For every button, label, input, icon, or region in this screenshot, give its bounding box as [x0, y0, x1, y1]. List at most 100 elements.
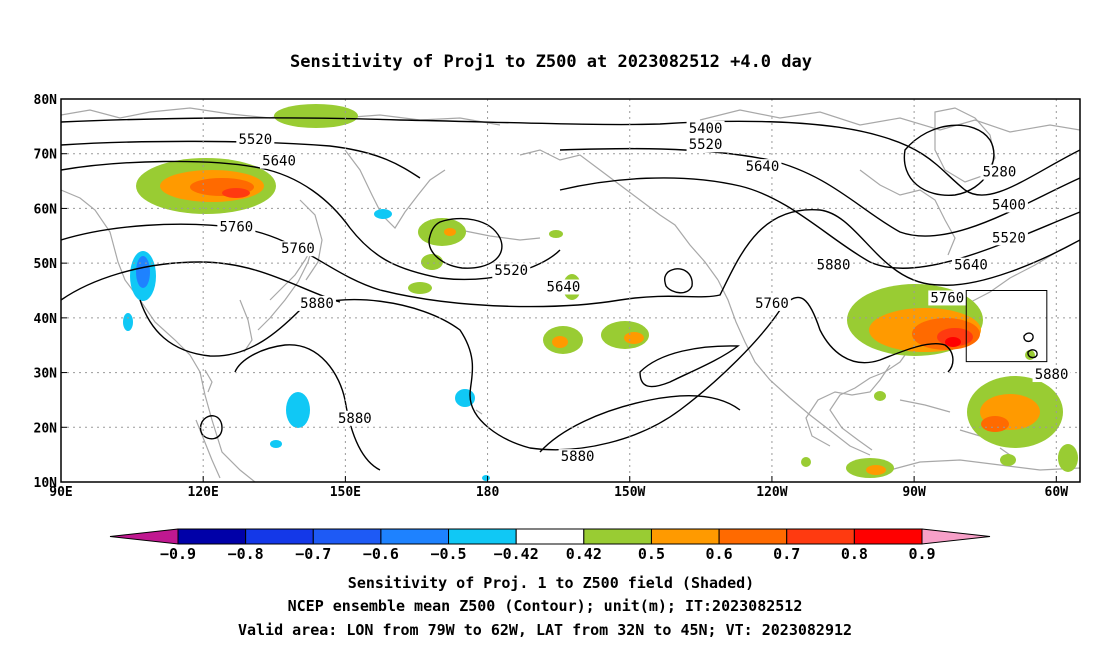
lat-tick-label-7: 10N — [34, 476, 58, 491]
contour-label-bg-15 — [752, 295, 791, 311]
colorbar-label-7: 0.5 — [638, 545, 665, 563]
colorbar-bin-7 — [650, 528, 720, 545]
contour-label-17: 5880 — [1035, 367, 1069, 383]
colorbar-bin-3 — [380, 528, 450, 545]
coastline-alaska — [519, 149, 719, 281]
contour-closed-low-bering — [428, 217, 503, 269]
colorbar-bin-1 — [245, 528, 314, 545]
lat-tick-label-2: 60N — [34, 202, 58, 217]
contour-label-bg-4 — [743, 159, 782, 175]
contour-label-bg-9 — [278, 241, 317, 257]
shade-caribbean-positive — [1000, 454, 1016, 466]
contour-label-7: 5760 — [220, 219, 254, 235]
map-border — [60, 98, 1081, 483]
contour-label-bg-14 — [297, 295, 336, 311]
lon-tick-label-7: 60W — [1045, 485, 1069, 500]
lon-tick-label-2: 150E — [330, 485, 361, 500]
shade-atlantic-positive-east — [1058, 444, 1078, 472]
contour-label-19: 5880 — [561, 449, 595, 465]
valid-area-box — [965, 290, 1048, 363]
lat-tick-label-1: 70N — [34, 148, 58, 163]
contour-label-12: 5640 — [954, 258, 988, 274]
contour-label-bg-0 — [686, 120, 725, 136]
contour-small-high-atlantic-1 — [1023, 332, 1034, 343]
contour-5640-west — [61, 160, 561, 281]
shade-atlantic-positive-inner — [981, 416, 1009, 432]
contour-label-bg-1 — [236, 131, 275, 147]
contour-5400 — [61, 117, 1080, 196]
shade-bering-positive-core — [444, 228, 456, 236]
coastline-gulf-of-mexico — [805, 364, 891, 447]
contour-label-14: 5880 — [300, 296, 334, 312]
shade-mexico-positive-core — [866, 465, 886, 475]
shade-pacific-positive-small-2 — [408, 282, 432, 294]
coastline-east-asia — [61, 189, 256, 482]
colorbar-label-8: 0.6 — [706, 545, 733, 563]
colorbar-label-3: −0.6 — [363, 545, 399, 563]
lon-tick-label-5: 120W — [756, 485, 787, 500]
colorbar-bin-2 — [312, 528, 382, 545]
contour-5880-tropics — [539, 395, 741, 453]
contour-label-bg-8 — [989, 230, 1028, 246]
shade-west-pacific-negative-2 — [270, 440, 282, 448]
shade-mid-pacific-positive-2-core — [624, 332, 644, 344]
colorbar-bin-10 — [853, 528, 923, 545]
contour-label-9: 5760 — [281, 241, 315, 257]
shade-china-negative-small — [123, 313, 133, 331]
contour-label-bg-18 — [335, 410, 374, 426]
shade-siberia-positive-core — [222, 188, 250, 198]
contour-label-16: 5760 — [930, 290, 964, 306]
contour-5640-east — [559, 177, 1080, 270]
coastline-kamchatka — [344, 149, 446, 229]
contour-label-bg-2 — [260, 153, 299, 169]
lat-tick-label-6: 20N — [34, 421, 58, 436]
contour-label-15: 5760 — [755, 296, 789, 312]
lat-tick-label-0: 80N — [34, 93, 58, 108]
contour-label-bg-16 — [928, 290, 967, 306]
colorbar-bin-8 — [718, 528, 788, 545]
contour-label-bg-12 — [951, 257, 990, 273]
contour-label-0: 5400 — [689, 121, 723, 137]
shade-pacific-positive-small-3 — [549, 230, 563, 238]
colorbar-label-1: −0.8 — [228, 545, 264, 563]
contour-label-2: 5640 — [262, 154, 296, 170]
lon-tick-label-4: 150W — [614, 485, 645, 500]
colorbar-label-9: 0.7 — [773, 545, 800, 563]
contour-5880-inner — [639, 345, 740, 388]
caption-line-2: NCEP ensemble mean Z500 (Contour); unit(… — [288, 597, 803, 615]
contour-label-bg-3 — [686, 137, 725, 153]
shade-east-coast-positive-max — [945, 337, 961, 347]
lon-tick-label-0: 90E — [49, 485, 72, 500]
coastline-canada-arctic — [699, 109, 1080, 133]
lat-tick-label-3: 50N — [34, 257, 58, 272]
colorbar-bin-0 — [177, 528, 247, 545]
colorbar-bin-6 — [583, 528, 652, 545]
colorbar-label-5: −0.42 — [494, 545, 539, 563]
coastline-hudson-bay — [859, 169, 956, 256]
contour-label-8: 5520 — [992, 230, 1026, 246]
coastline-west-north-america — [717, 279, 871, 456]
shade-florida-positive — [874, 391, 886, 401]
contour-small-high-atlantic-2 — [1027, 349, 1038, 359]
shade-okhotsk-negative — [374, 209, 392, 219]
contour-label-10: 5520 — [494, 263, 528, 279]
contour-label-6: 5400 — [992, 197, 1026, 213]
figure-title: Sensitivity of Proj1 to Z500 at 20230825… — [290, 52, 812, 72]
contour-label-bg-17 — [1032, 367, 1071, 383]
lat-tick-label-4: 40N — [34, 312, 58, 327]
contour-label-5: 5280 — [983, 165, 1017, 181]
contour-5520-west — [61, 140, 421, 179]
contour-label-bg-6 — [989, 197, 1028, 213]
contour-label-bg-10 — [492, 263, 531, 279]
contour-label-bg-7 — [217, 219, 256, 235]
colorbar-label-10: 0.8 — [841, 545, 868, 563]
lon-tick-label-6: 90W — [902, 485, 926, 500]
caption-line-1: Sensitivity of Proj. 1 to Z500 field (Sh… — [348, 574, 754, 592]
contour-label-bg-13 — [544, 279, 583, 295]
contour-5880-south — [234, 344, 381, 471]
contour-label-4: 5640 — [746, 159, 780, 175]
lat-tick-label-5: 30N — [34, 367, 58, 382]
contour-label-bg-11 — [814, 257, 853, 273]
colorbar-label-2: −0.7 — [295, 545, 331, 563]
